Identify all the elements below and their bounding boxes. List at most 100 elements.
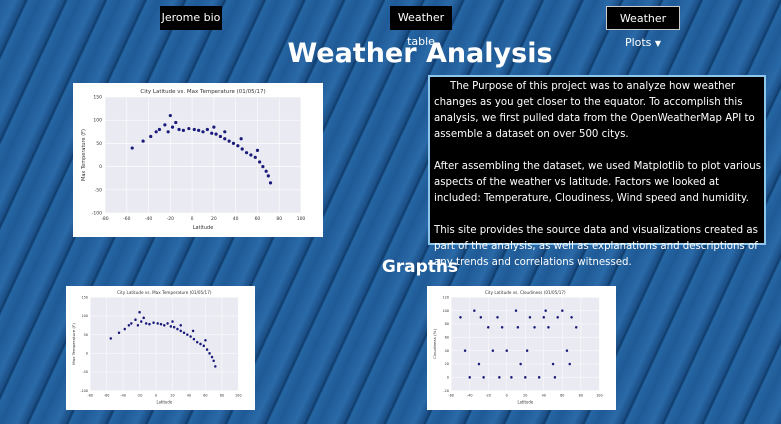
scatter-point — [565, 349, 569, 352]
scatter-point — [210, 355, 214, 359]
scatter-point — [214, 365, 217, 368]
paragraph: This site provides the source data and v… — [434, 225, 758, 268]
x-axis-label: Latitude — [193, 225, 214, 231]
scatter-point — [533, 326, 536, 329]
paragraph: After assembling the dataset, we used Ma… — [434, 161, 761, 204]
scatter-point — [500, 326, 504, 329]
x-tick-label: 60 — [255, 216, 261, 222]
scatter-point — [204, 338, 207, 342]
plot-title: City Latitude vs. Cloudiness (01/05/17) — [485, 290, 566, 296]
scatter-point — [258, 160, 262, 164]
plot-area — [105, 97, 301, 213]
x-tick-label: -80 — [101, 216, 108, 222]
scatter-point — [482, 376, 485, 379]
scatter-point — [212, 359, 215, 363]
x-tick-label: -20 — [167, 216, 174, 222]
y-tick-label: 0 — [447, 375, 449, 379]
scatter-point — [130, 146, 134, 150]
scatter-point — [140, 320, 143, 323]
scatter-point — [189, 335, 192, 338]
x-tick-label: 20 — [211, 216, 217, 222]
x-tick-label: -40 — [145, 216, 152, 222]
scatter-point — [179, 324, 182, 327]
scatter-point — [177, 127, 181, 132]
scatter-point — [195, 340, 199, 344]
plot-title: City Latitude vs. Max Temperature (01/05… — [117, 290, 212, 296]
x-tick-label: 0 — [506, 393, 508, 397]
plot-image: -60 -40 -20 0 20 40 60 80 100 -20 0 20 40 60 80 100 120 C… — [427, 286, 616, 410]
scatter-point — [496, 315, 499, 319]
scatter-point — [516, 326, 520, 329]
x-tick-label: -60 — [448, 393, 454, 397]
scatter-point — [187, 126, 191, 131]
x-tick-label: 40 — [233, 216, 239, 222]
y-axis-label: Max Temperature (F) — [71, 323, 76, 365]
x-tick-label: 0 — [191, 216, 194, 222]
y-tick-label: 150 — [93, 95, 102, 101]
nav-button[interactable]: Jerome bio — [160, 6, 222, 30]
scatter-point — [561, 309, 564, 312]
scatter-point — [208, 352, 211, 355]
plot-image: -80 -60 -40 -20 0 20 40 60 80 100 -100 -50 0 50 100 150… — [73, 83, 323, 237]
scatter-point — [148, 322, 151, 326]
y-tick-label: 100 — [442, 309, 448, 313]
x-tick-label: 80 — [220, 393, 224, 397]
scatter-point — [170, 125, 175, 129]
x-tick-label: 100 — [235, 393, 241, 397]
x-tick-label: 60 — [560, 393, 564, 397]
scatter-point — [498, 376, 501, 379]
x-tick-label: -40 — [120, 393, 126, 397]
plot-image: -80 -60 -40 -20 0 20 40 60 80 100 -100 -50 0 50 100 150… — [66, 286, 255, 410]
x-tick-label: 100 — [297, 216, 306, 222]
scatter-point — [149, 134, 153, 139]
y-tick-label: -50 — [82, 370, 88, 374]
y-tick-label: 150 — [81, 295, 87, 299]
y-tick-label: 80 — [445, 322, 449, 326]
y-tick-label: -20 — [443, 389, 449, 393]
scatter-point — [218, 134, 223, 139]
x-tick-label: 60 — [203, 393, 207, 397]
scatter-point — [223, 130, 227, 134]
scatter-point — [547, 326, 550, 329]
scatter-point — [202, 344, 206, 348]
scatter-point — [163, 123, 167, 127]
description-box: The Purpose of this project was to analy… — [428, 75, 766, 268]
scatter-point — [159, 322, 163, 326]
x-axis-label: Latitude — [157, 399, 173, 404]
y-tick-label: 50 — [96, 141, 102, 147]
x-tick-label: 80 — [579, 393, 583, 397]
scatter-point — [505, 349, 508, 352]
nav-button[interactable]: Weather table — [390, 6, 452, 48]
scatter-point — [266, 174, 270, 178]
x-tick-label: 20 — [170, 393, 174, 397]
scatter-point — [201, 130, 205, 134]
y-tick-label: 0 — [99, 164, 102, 170]
plot-title: City Latitude vs. Max Temperature (01/05… — [140, 89, 265, 95]
scatter-point — [212, 125, 216, 129]
y-tick-label: -50 — [95, 187, 102, 193]
x-tick-label: -60 — [123, 216, 130, 222]
y-tick-label: 100 — [81, 314, 87, 318]
scatter-point — [214, 132, 218, 136]
scatter-point — [192, 127, 196, 132]
scatter-point — [191, 329, 195, 333]
y-tick-label: 50 — [84, 333, 88, 337]
scatter-point — [510, 376, 513, 379]
scatter-point — [227, 139, 231, 143]
scatter-point — [468, 376, 471, 379]
y-tick-label: -100 — [92, 211, 102, 217]
scatter-point — [181, 128, 185, 133]
nav-dropdown[interactable]: Weather Plots ▼ — [606, 6, 680, 49]
scatter-point — [223, 137, 227, 141]
scatter-point — [553, 376, 557, 379]
scatter-point — [537, 376, 541, 379]
x-tick-label: 40 — [542, 393, 546, 397]
scatter-point — [239, 137, 243, 141]
x-tick-label: 100 — [596, 393, 602, 397]
scatter-point — [197, 128, 201, 133]
scatter-point — [182, 331, 186, 335]
scatter-point — [168, 113, 172, 118]
scatter-point — [130, 322, 133, 325]
x-tick-label: 0 — [155, 393, 157, 397]
scatter-point — [172, 325, 176, 329]
